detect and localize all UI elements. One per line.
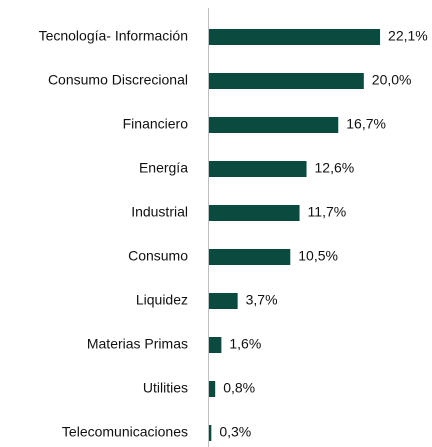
value-label: 0,8% [223, 380, 255, 396]
value-label: 20,0% [372, 72, 412, 88]
value-label: 0,3% [219, 424, 251, 440]
bar [209, 381, 216, 397]
category-label: Financiero [123, 116, 189, 132]
value-label: 12,6% [315, 160, 355, 176]
bar [209, 117, 339, 133]
value-label: 3,7% [246, 292, 278, 308]
bar [209, 161, 307, 177]
bar [209, 73, 364, 89]
value-label: 10,5% [298, 248, 338, 264]
bar [209, 29, 381, 45]
category-label: Consumo [128, 248, 188, 264]
bar [209, 293, 238, 309]
category-label: Telecomunicaciones [62, 424, 188, 440]
category-label: Tecnología- Información [39, 28, 188, 44]
category-label: Liquidez [136, 292, 188, 308]
category-label: Utilities [143, 380, 188, 396]
value-label: 11,7% [308, 204, 347, 220]
bar [209, 249, 291, 265]
category-label: Industrial [131, 204, 188, 220]
value-label: 1,6% [229, 336, 261, 352]
category-label: Consumo Discrecional [48, 72, 188, 88]
category-label: Materias Primas [87, 336, 188, 352]
bar [209, 425, 212, 441]
value-label: 16,7% [346, 116, 386, 132]
value-label: 22,1% [388, 28, 428, 44]
bar [209, 337, 222, 353]
category-label: Energía [139, 160, 188, 176]
bar [209, 205, 300, 221]
